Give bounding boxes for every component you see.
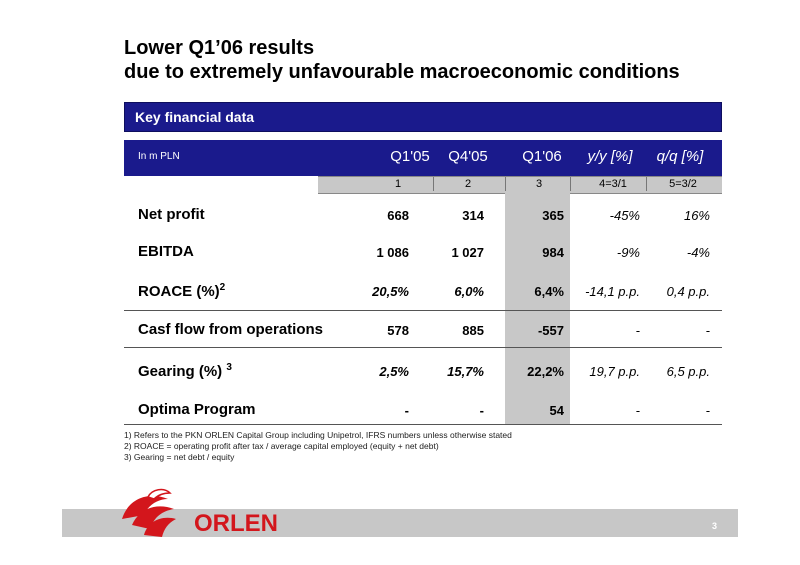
svg-text:ORLEN: ORLEN [194,510,278,537]
cell: - [635,403,640,418]
section-banner: Key financial data [124,102,722,132]
table-row-gearing: Gearing (%) 3 2,5% 15,7% 22,2% 19,7 p.p.… [124,352,722,390]
column-divider [570,177,571,191]
cell: 22,2% [527,364,564,379]
column-number: 4=3/1 [599,178,627,190]
row-label: Gearing (%) 3 [138,362,232,380]
cell: 578 [387,323,409,338]
column-divider [433,177,434,191]
cell: 16% [683,208,710,223]
cell: 6,5 p.p. [666,364,710,379]
cell: - [404,403,409,418]
table-header: In m PLN Q1'05 Q4'05 Q1'06 y/y [%] q/q [… [124,140,722,176]
orlen-logo: ORLEN [122,488,294,537]
highlight-column-q1-06 [505,192,570,424]
eagle-icon [122,488,176,537]
table-row-ebitda: EBITDA 1 086 1 027 984 -9% -4% [124,233,722,271]
row-label: Net profit [138,206,205,223]
cell: -9% [616,245,640,260]
cell: 365 [542,208,564,223]
row-label: Optima Program [138,401,256,418]
cell: 314 [462,208,484,223]
row-label-text: Gearing (%) [138,363,227,380]
column-divider [505,177,506,191]
column-number: 5=3/2 [669,178,697,190]
cell: 2,5% [379,364,409,379]
cell: - [635,323,640,338]
column-number: 3 [535,178,543,190]
column-header-q1-06: Q1'06 [522,148,562,165]
table-row-optima: Optima Program - - 54 - - [124,391,722,429]
cell: 6,0% [454,284,484,299]
column-header-yy: y/y [%] [587,148,633,165]
cell: 20,5% [372,284,409,299]
cell: 668 [387,208,409,223]
cell: 1 027 [451,245,484,260]
column-number: 1 [394,178,402,190]
footer-bar [62,509,738,537]
footnote-ref: 3 [226,362,232,373]
cell: -14,1 p.p. [585,284,640,299]
row-label: EBITDA [138,243,194,260]
cell: 54 [549,403,564,418]
cell: 6,4% [534,284,564,299]
slide-title: Lower Q1’06 results due to extremely unf… [124,36,680,84]
cell: - [479,403,484,418]
column-number: 2 [464,178,472,190]
footnote: 3) Gearing = net debt / equity [124,452,235,462]
cell: -557 [537,323,564,338]
column-header-qq: q/q [%] [656,148,704,165]
cell: -4% [686,245,710,260]
column-header-q4-05: Q4'05 [448,148,488,165]
row-separator [124,347,722,348]
cell: 1 086 [376,245,409,260]
table-bottom-rule [124,424,722,425]
table-row-roace: ROACE (%)2 20,5% 6,0% 6,4% -14,1 p.p. 0,… [124,272,722,310]
unit-label: In m PLN [138,151,180,162]
cell: -45% [609,208,640,223]
table-row-cash-flow: Casf flow from operations 578 885 -557 -… [124,311,722,349]
row-label-text: ROACE (%) [138,283,220,300]
footnotes: 1) Refers to the PKN ORLEN Capital Group… [124,430,512,463]
cell: - [705,403,710,418]
footnote: 2) ROACE = operating profit after tax / … [124,441,439,451]
footnote: 1) Refers to the PKN ORLEN Capital Group… [124,430,512,440]
row-separator [124,310,722,311]
row-label: Casf flow from operations [138,321,324,338]
page-number: 3 [712,521,718,531]
footnote-ref: 2 [219,282,226,293]
table-row-net-profit: Net profit 668 314 365 -45% 16% [124,196,722,234]
cell: 0,4 p.p. [666,284,710,299]
cell: 15,7% [447,364,484,379]
row-label: ROACE (%)2 [138,282,225,300]
cell: - [705,323,710,338]
column-header-q1-05: Q1'05 [390,148,430,165]
title-line-1: Lower Q1’06 results [124,37,315,59]
cell: 984 [542,245,564,260]
cell: 885 [462,323,484,338]
cell: 19,7 p.p. [589,364,640,379]
column-divider [646,177,647,191]
title-line-2: due to extremely unfavourable macroecono… [124,61,680,83]
